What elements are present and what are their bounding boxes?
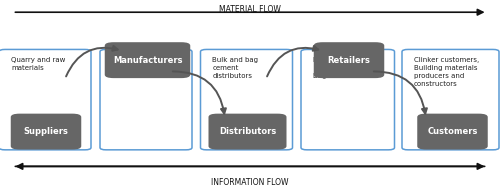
Text: Distributors: Distributors (219, 127, 276, 136)
FancyBboxPatch shape (301, 49, 394, 150)
FancyBboxPatch shape (314, 42, 384, 78)
Text: Customers: Customers (428, 127, 478, 136)
FancyBboxPatch shape (200, 49, 292, 150)
Text: Clinker customers,
Building materials
producers and
constructors: Clinker customers, Building materials pr… (414, 57, 479, 87)
Text: Retailers: Retailers (328, 56, 370, 65)
FancyBboxPatch shape (417, 114, 488, 150)
Text: MATERIAL FLOW: MATERIAL FLOW (219, 5, 281, 14)
FancyBboxPatch shape (105, 42, 190, 78)
Text: Clinker and
cement producers: Clinker and cement producers (112, 57, 176, 71)
Text: INFORMATION FLOW: INFORMATION FLOW (211, 178, 289, 187)
Text: Quarry and raw
materials: Quarry and raw materials (11, 57, 66, 71)
FancyBboxPatch shape (402, 49, 499, 150)
Text: Manufacturers: Manufacturers (113, 56, 182, 65)
Text: Bulk retailers

Bag retailers: Bulk retailers Bag retailers (313, 57, 360, 79)
Text: Suppliers: Suppliers (24, 127, 68, 136)
FancyBboxPatch shape (100, 49, 192, 150)
FancyBboxPatch shape (11, 114, 81, 150)
FancyBboxPatch shape (0, 49, 91, 150)
FancyBboxPatch shape (208, 114, 286, 150)
Text: Bulk and bag
cement
distributors: Bulk and bag cement distributors (212, 57, 258, 79)
